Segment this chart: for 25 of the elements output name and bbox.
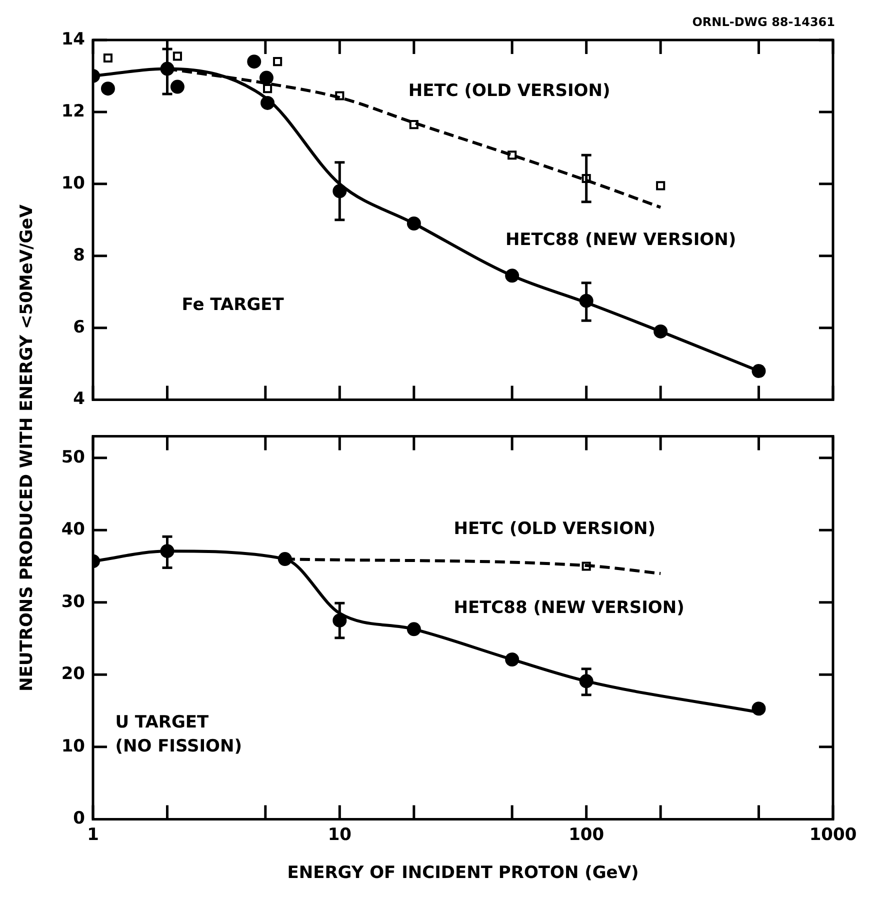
- y-tick-label: 12: [61, 101, 85, 122]
- y-tick-label: 50: [61, 447, 86, 468]
- y-tick-label: 6: [73, 317, 85, 338]
- series-label: HETC (OLD VERSION): [408, 80, 610, 101]
- annotation: U TARGET (NO FISSION): [115, 712, 242, 756]
- series-label: HETC (OLD VERSION): [454, 518, 656, 539]
- x-tick-label: 1: [87, 824, 99, 845]
- y-tick-label: 40: [61, 520, 86, 540]
- y-tick-label: 30: [61, 592, 86, 612]
- y-tick-label: 0: [73, 808, 86, 829]
- x-tick-label: 100: [568, 824, 604, 845]
- annotation: Fe TARGET: [182, 294, 284, 315]
- y-tick-label: 14: [61, 29, 86, 50]
- text: ORNL-DWG 88-14361: [692, 15, 835, 29]
- y-tick-label: 8: [73, 245, 85, 266]
- x-tick-label: 1000: [809, 824, 857, 845]
- y-tick-label: 10: [61, 736, 86, 756]
- y-tick-label: 4: [73, 389, 86, 410]
- series-label: HETC88 (NEW VERSION): [505, 230, 736, 250]
- y-axis-title: NEUTRONS PRODUCED WITH ENERGY <50MeV/GeV: [17, 204, 37, 692]
- x-tick-label: 10: [328, 824, 352, 845]
- x-axis-title: ENERGY OF INCIDENT PROTON (GeV): [287, 863, 639, 884]
- y-tick-label: 20: [61, 664, 86, 684]
- y-tick-label: 10: [61, 173, 86, 194]
- series-label: HETC88 (NEW VERSION): [454, 598, 684, 618]
